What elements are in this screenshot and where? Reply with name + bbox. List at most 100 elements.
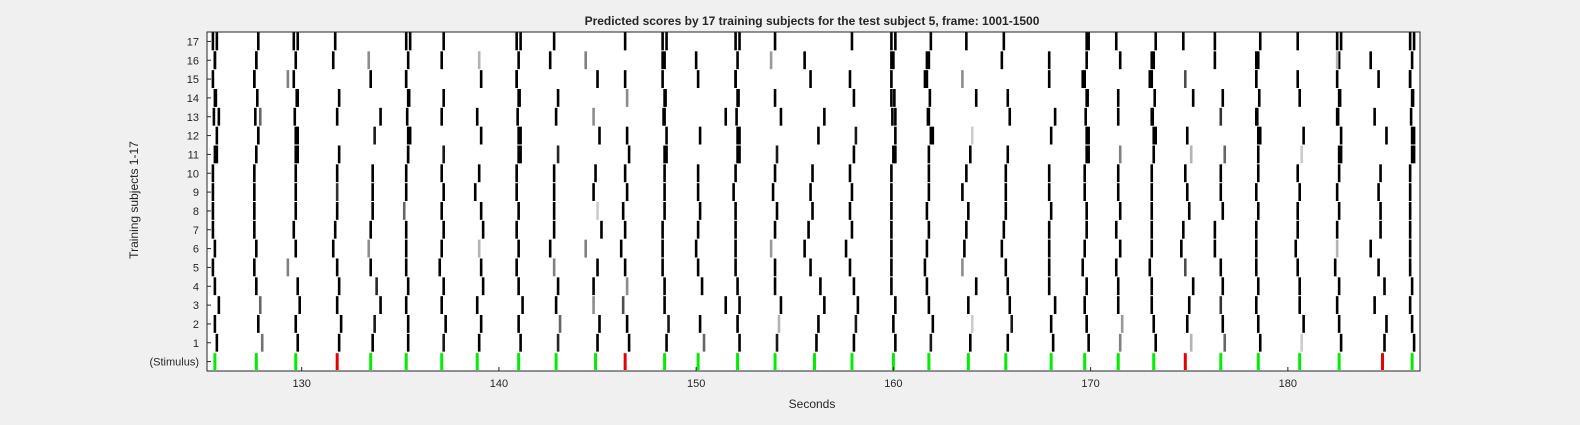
score-cell [440, 296, 444, 314]
score-cell [1153, 89, 1157, 107]
score-cell [258, 296, 262, 314]
score-cell [517, 239, 520, 258]
score-cell [1379, 202, 1382, 220]
score-cell [1379, 220, 1382, 239]
score-cell [1298, 183, 1301, 201]
score-cell [1369, 51, 1372, 70]
score-cell [556, 89, 560, 107]
stimulus-mark [891, 353, 895, 370]
score-cell [292, 70, 296, 88]
stimulus-mark [1256, 353, 1260, 370]
score-cell [440, 51, 444, 70]
stimulus-mark [254, 353, 258, 370]
score-cell [293, 107, 297, 126]
score-cell [890, 258, 893, 277]
score-cell [817, 315, 820, 333]
score-cell [696, 220, 700, 239]
stimulus-mark [966, 353, 970, 370]
score-cell [211, 183, 215, 201]
score-cell [931, 315, 935, 333]
score-cell [375, 277, 378, 296]
score-cell [369, 258, 373, 277]
score-cell [292, 220, 296, 239]
score-cell [519, 126, 522, 145]
score-cell [1339, 145, 1343, 164]
score-cell [404, 32, 408, 51]
score-cell [296, 277, 300, 296]
score-cell [1083, 164, 1086, 183]
score-cell [1120, 315, 1124, 333]
score-cell [1256, 126, 1260, 145]
score-cell [517, 145, 520, 164]
y-tick-label: 9 [193, 187, 199, 199]
score-cell [479, 258, 483, 277]
score-cell [517, 277, 520, 296]
stimulus-row [213, 353, 1414, 370]
score-cell [1180, 239, 1183, 258]
score-cell [1337, 145, 1341, 164]
score-cell [1410, 126, 1414, 145]
score-cell [1006, 333, 1010, 352]
y-tick-label: 5 [193, 262, 199, 274]
score-cell [369, 220, 373, 239]
score-cell [515, 70, 518, 88]
score-cell [894, 296, 897, 314]
score-cell [1182, 220, 1185, 239]
score-cell [1085, 315, 1088, 333]
score-cell [477, 164, 481, 183]
score-cell [892, 145, 895, 164]
score-cell [477, 333, 481, 352]
score-cell [623, 164, 627, 183]
score-cell [1296, 32, 1300, 51]
score-cell [1254, 107, 1258, 126]
score-cell [1256, 315, 1260, 333]
score-cell [1256, 145, 1260, 164]
score-cell [734, 239, 737, 258]
score-cell [738, 296, 741, 314]
score-cell [1053, 107, 1057, 126]
score-cell [809, 70, 812, 88]
score-cell [1008, 107, 1012, 126]
score-cell [625, 183, 629, 201]
score-cell [773, 164, 777, 183]
score-cell [253, 70, 256, 88]
score-cell [596, 333, 599, 352]
score-cell [803, 51, 806, 70]
score-cell [406, 315, 410, 333]
score-cell [371, 183, 374, 201]
score-cell [894, 333, 897, 352]
score-cell [215, 333, 219, 352]
score-cell [809, 183, 812, 201]
score-cell [1296, 202, 1300, 220]
score-cell [253, 202, 256, 220]
score-cell [890, 164, 893, 183]
score-cell [663, 145, 666, 164]
score-cell [734, 164, 737, 183]
score-cell [1152, 145, 1156, 164]
score-cell [294, 183, 298, 201]
score-cell [1335, 32, 1339, 51]
score-cell [256, 315, 260, 333]
score-cell [1408, 239, 1412, 258]
score-cell [515, 258, 518, 277]
score-cell [771, 183, 775, 201]
score-cell [1152, 315, 1156, 333]
score-cell [1298, 277, 1301, 296]
score-cell [1189, 145, 1193, 164]
score-cell [1213, 220, 1217, 239]
score-cell [625, 89, 629, 107]
stimulus-mark [517, 353, 521, 370]
score-cell [1408, 32, 1412, 51]
score-cell [1219, 296, 1223, 314]
score-cell [517, 89, 520, 107]
score-cell [696, 258, 700, 277]
score-cell [1256, 277, 1260, 296]
y-tick-label: 3 [193, 300, 199, 312]
score-cell [255, 239, 258, 258]
score-cell [1339, 333, 1343, 352]
score-cell [663, 89, 666, 107]
score-cell [552, 202, 556, 220]
score-cell [552, 183, 556, 201]
score-cell [1004, 164, 1008, 183]
